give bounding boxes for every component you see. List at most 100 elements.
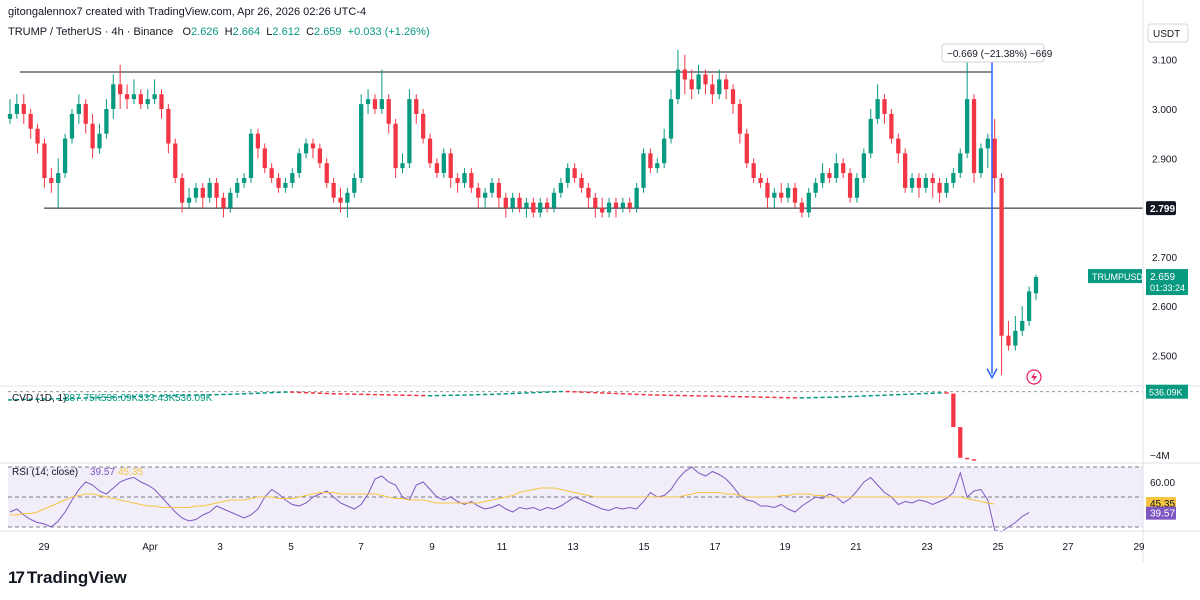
cvd-bar	[331, 393, 336, 395]
candle-body	[49, 178, 54, 183]
cvd-bar	[861, 395, 866, 397]
cvd-bar	[710, 395, 715, 397]
candle-body	[544, 202, 550, 208]
cvd-bar	[345, 393, 350, 395]
candle-body	[524, 202, 529, 208]
candle-body	[28, 113, 33, 129]
cvd-last-text: 536.09K	[1149, 388, 1183, 398]
candle-body	[744, 133, 749, 164]
candle-body	[985, 138, 990, 149]
cvd-value: 387.75K	[64, 393, 102, 404]
cvd-last-badge	[1146, 384, 1188, 399]
cvd-bar	[393, 394, 398, 396]
cvd-bar	[455, 394, 460, 396]
cvd-bar	[221, 393, 226, 396]
cvd-bar	[613, 392, 619, 395]
cvd-bar	[42, 398, 47, 400]
cvd-bar	[744, 396, 749, 398]
candle-body	[723, 79, 729, 90]
candle-body	[228, 192, 233, 208]
cvd-bar	[372, 393, 378, 396]
candle-body	[510, 197, 515, 208]
candle-body	[400, 163, 405, 169]
candle-body	[551, 192, 557, 208]
cvd-bar	[276, 391, 281, 394]
cvd-bar	[772, 396, 777, 399]
cvd-bar	[675, 394, 681, 397]
cvd-bar	[909, 393, 915, 395]
candle-body	[772, 192, 777, 198]
cvd-bar	[517, 392, 522, 394]
cvd-bar	[421, 394, 426, 397]
rsi-ma-badge-text: 45.35	[1150, 499, 1175, 510]
candle-body	[118, 84, 123, 95]
candle-body	[806, 192, 811, 213]
cvd-bar	[90, 396, 95, 399]
candle-body	[558, 182, 564, 193]
candle-body	[593, 197, 598, 208]
cvd-bar	[503, 393, 508, 395]
cvd-bar	[476, 393, 481, 396]
candle-body	[186, 197, 192, 203]
candle-body	[841, 163, 846, 174]
time-tick-label: Apr	[142, 542, 158, 553]
candle-body	[359, 104, 364, 178]
candle-body	[909, 178, 915, 188]
candle-body	[779, 192, 784, 198]
candle-body	[930, 178, 935, 183]
candle-body	[648, 153, 653, 169]
candle-body	[861, 153, 866, 178]
price-tick-label: 3.000	[1152, 105, 1177, 116]
cvd-bar	[49, 398, 54, 400]
candle-body	[255, 133, 261, 149]
candle-body	[441, 153, 446, 174]
candle-body	[97, 133, 102, 149]
candle-body	[834, 163, 839, 178]
candle-body	[62, 138, 68, 174]
cvd-bar	[14, 398, 20, 401]
attribution-text: gitongalennox7 created with TradingView.…	[8, 6, 367, 18]
candle-body	[303, 143, 309, 154]
candle-body	[214, 182, 219, 198]
candle-body	[992, 138, 997, 178]
candle-body	[586, 187, 591, 198]
candle-body	[675, 69, 681, 100]
candle-body	[310, 143, 316, 149]
candle-body	[882, 99, 887, 114]
candle-body	[476, 187, 481, 198]
change-value: +0.033 (+1.26%)	[347, 26, 430, 38]
candle-body	[138, 94, 143, 105]
candle-body	[1026, 291, 1032, 321]
cvd-bar	[379, 394, 384, 396]
cvd-bar	[620, 393, 625, 395]
cvd-bar	[407, 394, 412, 397]
candle-body	[427, 138, 433, 164]
symbol-info: TRUMP / TetherUS · 4h · Binance O2.626 H…	[8, 26, 430, 38]
cvd-bar	[758, 396, 763, 398]
time-tick-label: 5	[288, 542, 294, 553]
candle-body	[235, 182, 240, 193]
cvd-bar	[916, 393, 922, 395]
candle-body	[847, 173, 853, 198]
cvd-bar	[641, 393, 646, 396]
cvd-bar	[779, 396, 784, 399]
time-tick-label: 15	[638, 542, 650, 553]
candle-body	[820, 173, 825, 183]
time-tick-label: 21	[850, 542, 862, 553]
support-price-text: 2.799	[1150, 204, 1175, 215]
cvd-bar	[28, 398, 33, 401]
cvd-bar	[359, 393, 364, 396]
time-tick-label: 13	[567, 542, 579, 553]
candle-body	[104, 109, 109, 134]
candle-body	[903, 153, 908, 188]
cvd-bar	[69, 397, 75, 400]
cvd-bar	[827, 396, 832, 399]
candle-body	[627, 202, 632, 208]
tv-logo-icon: 17	[8, 568, 25, 587]
candle-body	[393, 123, 398, 169]
cvd-bar	[923, 392, 928, 395]
candle-body	[689, 79, 694, 90]
candle-body	[414, 99, 419, 114]
cvd-bar	[228, 393, 233, 396]
